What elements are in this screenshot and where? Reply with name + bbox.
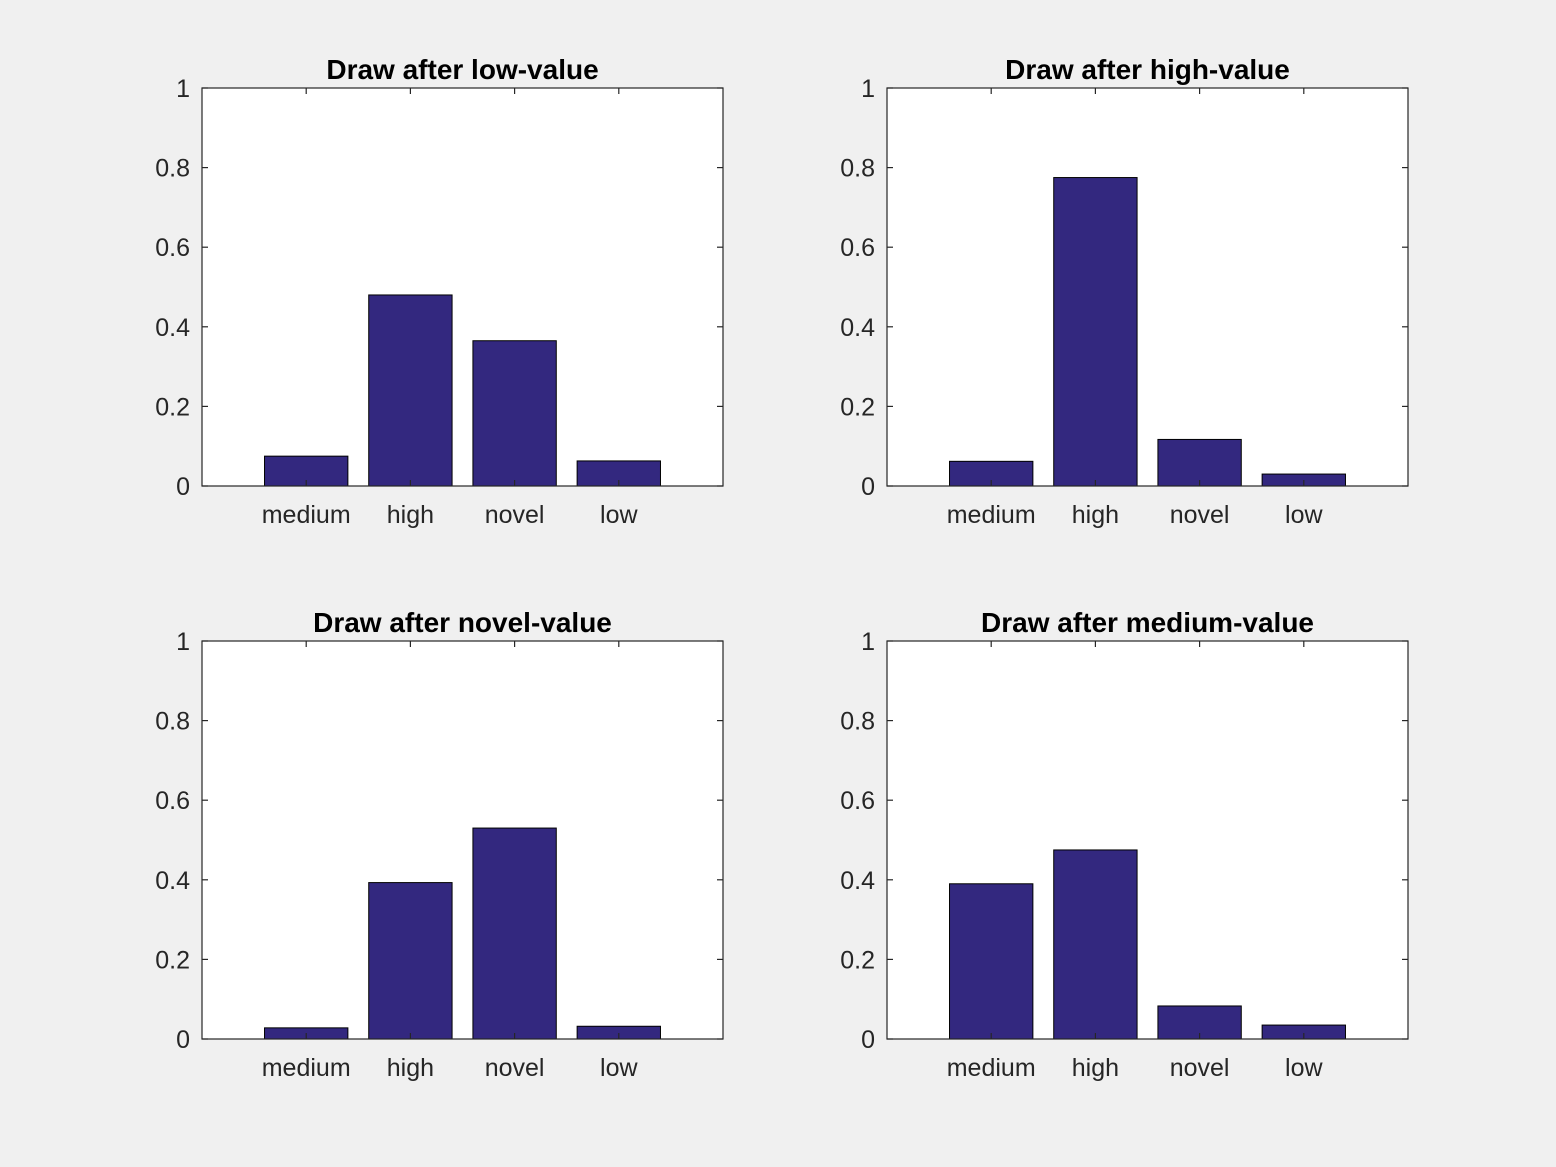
ytick-label: 0.8 xyxy=(155,708,190,736)
xtick-label-low: low xyxy=(600,501,638,529)
chart-title: Draw after novel-value xyxy=(313,607,612,638)
xtick-label-high: high xyxy=(387,501,434,529)
bar-novel xyxy=(472,340,557,487)
ytick-label: 0.8 xyxy=(840,155,875,183)
ytick-label: 1 xyxy=(861,75,875,103)
xtick-label-high: high xyxy=(1072,501,1119,529)
ytick-label: 0.4 xyxy=(155,314,190,342)
chart-title: Draw after medium-value xyxy=(981,607,1314,638)
bars xyxy=(264,294,661,487)
ytick-label: 0 xyxy=(176,1026,190,1054)
bar-high xyxy=(368,294,453,487)
ytick-label: 0.2 xyxy=(840,393,875,421)
axes-frame xyxy=(201,640,724,1040)
xtick-label-medium: medium xyxy=(947,501,1036,529)
ytick-label: 0.4 xyxy=(840,867,875,895)
ytick-label: 0.6 xyxy=(155,234,190,262)
ytick-label: 0.6 xyxy=(840,787,875,815)
xtick-label-high: high xyxy=(387,1054,434,1082)
chart-title: Draw after high-value xyxy=(1005,54,1290,85)
axes-background xyxy=(887,88,1408,486)
ticks: 0 0.2 0.4 0.6 0.8 1 medium high novel low xyxy=(840,628,1408,1082)
xtick-label-novel: novel xyxy=(485,1054,545,1082)
bar-high xyxy=(1053,849,1138,1040)
bar-high xyxy=(368,882,453,1040)
ticks: 0 0.2 0.4 0.6 0.8 1 medium high novel low xyxy=(155,75,723,529)
ticks: 0 0.2 0.4 0.6 0.8 1 medium high novel low xyxy=(155,628,723,1082)
xtick-label-medium: medium xyxy=(947,1054,1036,1082)
ytick-label: 1 xyxy=(861,628,875,656)
ytick-label: 0.6 xyxy=(155,787,190,815)
xtick-label-medium: medium xyxy=(262,501,351,529)
bars xyxy=(949,849,1346,1040)
bar-novel xyxy=(1157,438,1242,487)
xtick-label-medium: medium xyxy=(262,1054,351,1082)
axes-frame xyxy=(886,87,1409,487)
subplot-medium-value: 0 0.2 0.4 0.6 0.8 1 medium high novel low Draw af… xyxy=(840,607,1409,1082)
chart-title: Draw after low-value xyxy=(326,54,598,85)
ytick-label: 0.2 xyxy=(840,946,875,974)
bar-medium xyxy=(949,883,1034,1040)
ytick-label: 0.8 xyxy=(155,155,190,183)
ticks: 0 0.2 0.4 0.6 0.8 1 medium high novel low xyxy=(840,75,1408,529)
bar-high xyxy=(1053,177,1138,487)
axes-background xyxy=(202,88,723,486)
ytick-label: 0 xyxy=(176,473,190,501)
xtick-label-novel: novel xyxy=(1170,1054,1230,1082)
subplot-low-value: 0 0.2 0.4 0.6 0.8 1 medium high novel low Draw af… xyxy=(155,54,724,529)
axes-frame xyxy=(886,640,1409,1040)
xtick-label-novel: novel xyxy=(485,501,545,529)
xtick-label-novel: novel xyxy=(1170,501,1230,529)
axes-background xyxy=(202,641,723,1039)
bar-novel xyxy=(472,827,557,1040)
xtick-label-low: low xyxy=(1285,501,1323,529)
ytick-label: 0 xyxy=(861,473,875,501)
ytick-label: 0.8 xyxy=(840,708,875,736)
xtick-label-low: low xyxy=(1285,1054,1323,1082)
ytick-label: 0.2 xyxy=(155,946,190,974)
axes-frame xyxy=(201,87,724,487)
xtick-label-high: high xyxy=(1072,1054,1119,1082)
ytick-label: 0 xyxy=(861,1026,875,1054)
subplot-novel-value: 0 0.2 0.4 0.6 0.8 1 medium high novel low Draw af… xyxy=(155,607,724,1082)
ytick-label: 0.2 xyxy=(155,393,190,421)
subplot-high-value: 0 0.2 0.4 0.6 0.8 1 medium high novel low Draw af… xyxy=(840,54,1409,529)
ytick-label: 0.4 xyxy=(155,867,190,895)
ytick-label: 1 xyxy=(176,628,190,656)
ytick-label: 1 xyxy=(176,75,190,103)
xtick-label-low: low xyxy=(600,1054,638,1082)
ytick-label: 0.6 xyxy=(840,234,875,262)
ytick-label: 0.4 xyxy=(840,314,875,342)
